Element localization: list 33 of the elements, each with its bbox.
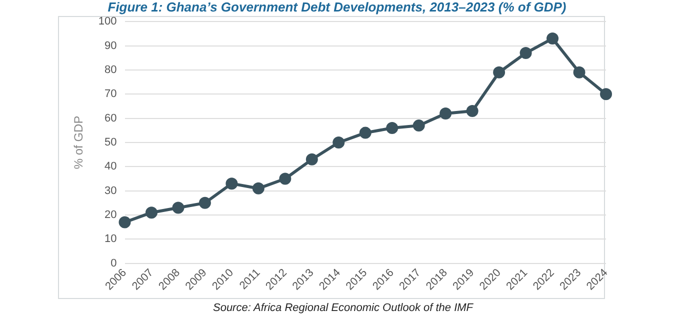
chart-title: Figure 1: Ghana’s Government Debt Developments, 2013–2023 (% of GDP) xyxy=(108,0,566,14)
point xyxy=(226,178,238,190)
y-axis-title: % of GDP xyxy=(72,116,86,170)
point xyxy=(279,172,292,185)
point xyxy=(600,88,612,100)
y-tick-label: 40 xyxy=(104,160,117,173)
y-tick-label: 20 xyxy=(104,209,117,222)
point xyxy=(172,202,184,214)
point xyxy=(332,136,345,148)
point xyxy=(466,105,478,118)
source-note: Source: Africa Regional Economic Outlook of the IMF xyxy=(212,302,474,314)
point xyxy=(386,122,398,134)
point xyxy=(440,107,452,120)
point xyxy=(493,66,506,78)
point xyxy=(412,120,425,132)
point xyxy=(198,196,211,209)
point xyxy=(573,66,586,78)
point xyxy=(546,32,559,45)
y-tick-label: 30 xyxy=(104,184,117,197)
y-tick-label: 0 xyxy=(110,257,117,270)
point xyxy=(306,153,318,166)
y-tick-label: 90 xyxy=(104,40,117,52)
point xyxy=(145,206,158,219)
y-tick-label: 10 xyxy=(104,233,117,246)
point xyxy=(359,126,372,139)
point xyxy=(252,182,264,194)
y-tick-label: 100 xyxy=(98,16,117,28)
y-tick-label: 80 xyxy=(104,64,117,76)
y-tick-label: 60 xyxy=(104,112,117,124)
y-tick-label: 70 xyxy=(104,88,117,100)
point xyxy=(118,216,131,228)
y-tick-label: 50 xyxy=(104,136,117,149)
point xyxy=(520,47,532,60)
